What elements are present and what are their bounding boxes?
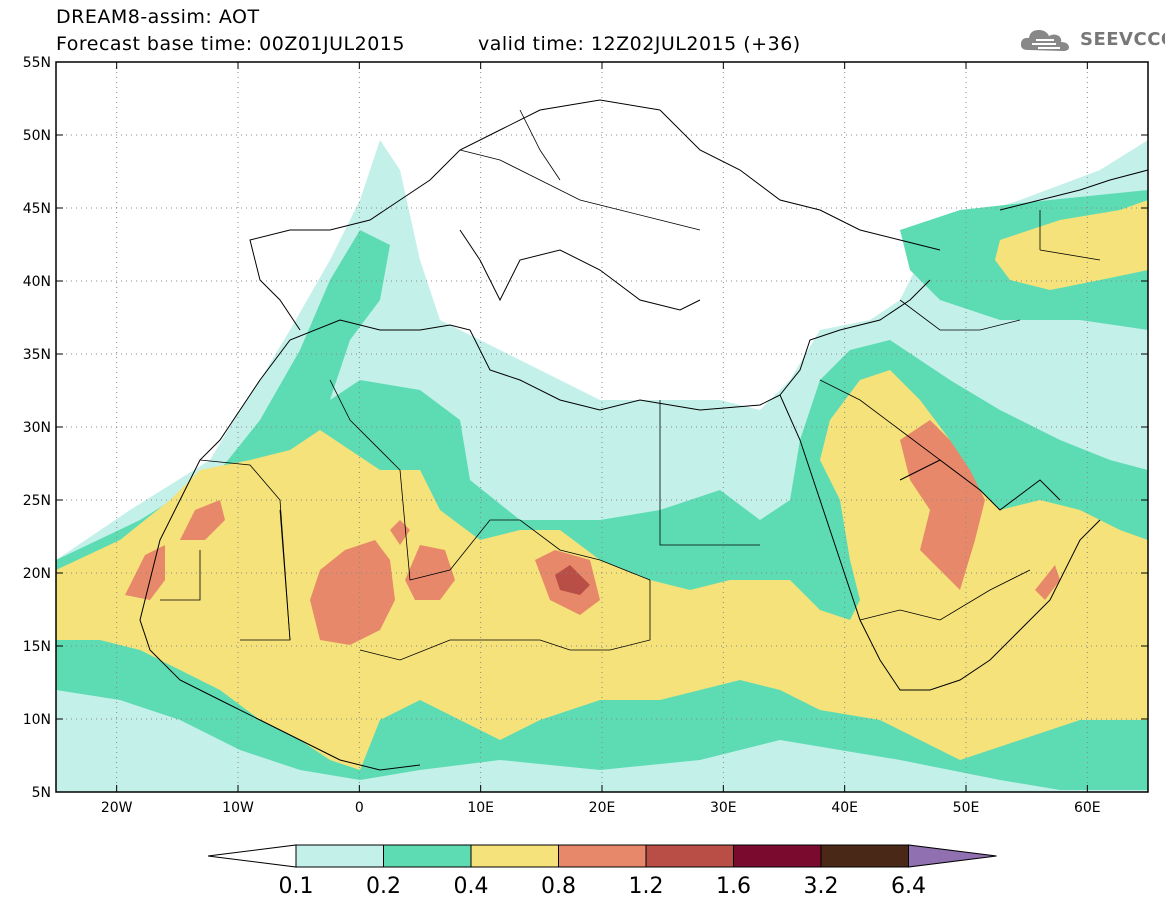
valid-time: valid time: 12Z02JUL2015 (+36) — [478, 33, 801, 55]
lat-label: 30N — [23, 420, 51, 436]
lat-label: 5N — [32, 785, 51, 801]
longitude-labels: 20W 10W 0 10E 20E 30E 40E 50E 60E — [101, 800, 1101, 816]
country-borders — [160, 109, 1101, 661]
colorbar-label: 0.4 — [454, 874, 489, 899]
aot-region-orange — [900, 420, 985, 590]
colorbar: 0.1 0.2 0.4 0.8 1.2 1.6 3.2 6.4 — [207, 844, 997, 899]
aot-region-darkred — [555, 565, 590, 595]
lat-label: 15N — [23, 639, 51, 655]
graticule — [56, 62, 1148, 792]
lon-label: 20E — [589, 800, 616, 816]
colorbar-label: 1.2 — [629, 874, 664, 899]
seevccc-logo: SEEVCCC — [1018, 24, 1165, 54]
lon-label: 0 — [355, 800, 364, 816]
aot-region-light — [940, 340, 1148, 450]
lat-label: 10N — [23, 712, 51, 728]
lat-label: 25N — [23, 493, 51, 509]
lon-label: 10W — [222, 800, 254, 816]
colorbar-label: 0.1 — [279, 874, 314, 899]
aot-region-orange — [310, 540, 395, 645]
colorbar-high-extend — [908, 844, 997, 868]
lat-label: 20N — [23, 566, 51, 582]
forecast-base-time: Forecast base time: 00Z01JUL2015 — [56, 33, 405, 55]
aot-region-yellow — [995, 200, 1148, 290]
colorbar-bin — [733, 844, 822, 868]
map-title: DREAM8-assim: AOT — [56, 6, 260, 28]
colorbar-label: 0.2 — [366, 874, 401, 899]
coastlines — [139, 99, 1148, 771]
colorbar-bin — [383, 844, 472, 868]
logo-text: SEEVCCC — [1080, 28, 1165, 50]
colorbar-low-extend — [207, 844, 297, 868]
lon-label: 30E — [710, 800, 737, 816]
lat-label: 50N — [23, 128, 51, 144]
aot-region-yellow — [56, 370, 1148, 770]
cloud-icon — [1020, 30, 1069, 51]
colorbar-bin — [820, 844, 909, 868]
colorbar-label: 6.4 — [891, 874, 926, 899]
colorbar-bin — [295, 844, 384, 868]
lat-label: 45N — [23, 201, 51, 217]
colorbar-label: 3.2 — [804, 874, 839, 899]
colorbar-label: 0.8 — [541, 874, 576, 899]
latitude-labels: 55N 50N 45N 40N 35N 30N 25N 20N 15N 10N 5N — [23, 55, 51, 801]
lat-label: 35N — [23, 347, 51, 363]
lon-label: 20W — [101, 800, 133, 816]
lon-label: 10E — [467, 800, 494, 816]
lon-label: 60E — [1074, 800, 1101, 816]
lon-label: 50E — [953, 800, 980, 816]
aot-region-orange — [1035, 565, 1060, 600]
colorbar-bin — [645, 844, 734, 868]
aot-region-orange — [180, 500, 225, 540]
lat-label: 40N — [23, 274, 51, 290]
axis-ticks — [56, 61, 1148, 793]
colorbar-label: 1.6 — [716, 874, 751, 899]
lon-label: 40E — [831, 800, 858, 816]
colorbar-bin — [558, 844, 647, 868]
lat-label: 55N — [23, 55, 51, 71]
aot-region-orange — [405, 545, 455, 600]
colorbar-bin — [470, 844, 559, 868]
